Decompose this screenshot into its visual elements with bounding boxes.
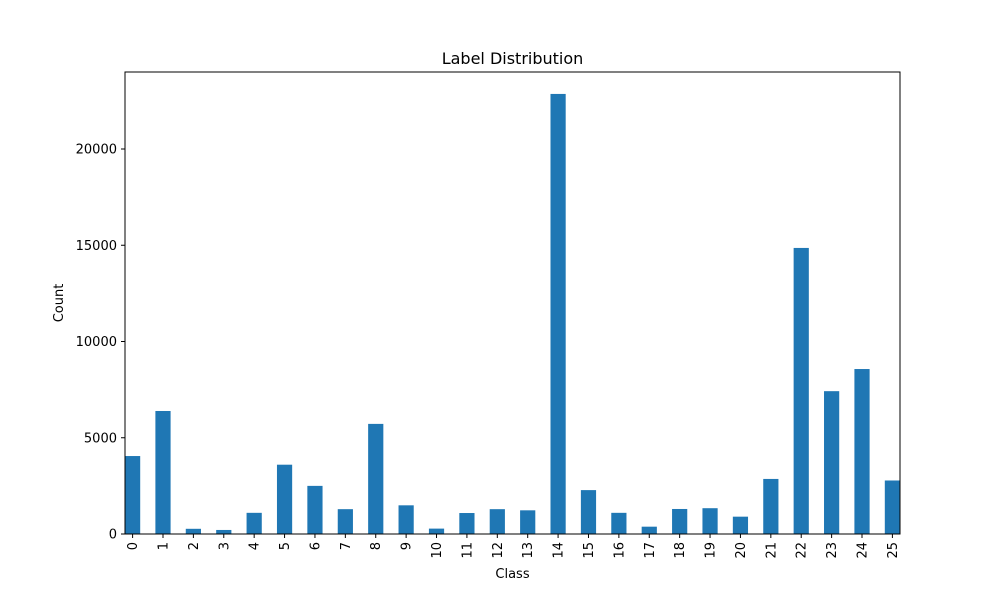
x-tick-label: 6	[308, 542, 323, 550]
x-tick-label: 19	[704, 542, 719, 559]
x-tick-label: 24	[856, 542, 871, 559]
bar-class-14	[550, 93, 566, 534]
bar-class-19	[702, 508, 718, 534]
x-axis-ticks: 0 1 2 3 4 5 6 7 8 9 10 11 12 13 14 15 16 17 18 19 20 21 22 23 24…	[126, 534, 901, 559]
x-tick-label: 4	[248, 542, 263, 550]
bar-class-24	[854, 369, 870, 534]
x-tick-label: 8	[369, 542, 384, 550]
x-tick-label: 18	[673, 542, 688, 559]
x-tick-label: 5	[278, 542, 293, 550]
bar-class-11	[459, 513, 475, 534]
bar-class-17	[641, 526, 657, 534]
bar-class-10	[428, 528, 445, 534]
x-tick-label: 3	[217, 542, 232, 550]
y-tick-label: 20000	[76, 143, 117, 158]
bar-class-25	[884, 480, 900, 534]
bar-class-9	[398, 505, 414, 534]
bar-class-1	[155, 410, 171, 534]
bar-class-16	[611, 512, 627, 534]
x-tick-label: 7	[339, 542, 354, 550]
bar-class-18	[672, 508, 688, 534]
x-axis-label: Class	[495, 567, 529, 582]
x-tick-label: 21	[764, 542, 779, 559]
x-tick-label: 10	[430, 542, 445, 559]
x-tick-label: 14	[552, 542, 567, 559]
bar-class-13	[520, 510, 536, 534]
x-tick-label: 20	[734, 542, 749, 559]
bar-class-0	[125, 456, 141, 534]
plot-frame	[124, 71, 901, 535]
x-tick-label: 22	[795, 542, 810, 559]
x-tick-label: 12	[491, 542, 506, 559]
bar-class-15	[580, 490, 597, 534]
bar-class-5	[276, 464, 293, 534]
y-tick-label: 10000	[76, 335, 117, 350]
x-tick-label: 15	[582, 542, 597, 559]
x-tick-label: 25	[886, 542, 901, 559]
y-tick-label: 15000	[76, 239, 117, 254]
bar-class-3	[216, 529, 232, 534]
bar-class-4	[246, 512, 262, 534]
bar-class-23	[824, 391, 840, 534]
x-tick-label: 13	[521, 542, 536, 559]
bar-class-6	[307, 485, 323, 535]
bar-class-12	[489, 509, 505, 534]
x-tick-label: 16	[612, 542, 627, 559]
x-tick-label: 17	[643, 542, 658, 559]
y-tick-label: 5000	[84, 431, 117, 446]
x-tick-label: 0	[126, 542, 141, 550]
x-tick-label: 11	[460, 542, 475, 559]
x-tick-label: 1	[156, 542, 171, 550]
bar-class-20	[732, 516, 749, 534]
y-tick-label: 0	[109, 528, 117, 543]
bar-class-8	[368, 423, 384, 534]
bar-class-21	[763, 478, 779, 534]
bar-class-22	[793, 247, 809, 534]
bar-class-7	[337, 509, 353, 534]
x-tick-label: 2	[187, 542, 202, 550]
bars-group	[125, 93, 900, 535]
chart-title: Label Distribution	[442, 49, 584, 68]
x-tick-label: 9	[400, 542, 415, 550]
x-tick-label: 23	[825, 542, 840, 559]
bar-class-2	[185, 528, 201, 534]
y-axis-label: Count	[52, 284, 67, 323]
y-axis-ticks: 0 5000 10000 15000 20000	[76, 143, 125, 543]
